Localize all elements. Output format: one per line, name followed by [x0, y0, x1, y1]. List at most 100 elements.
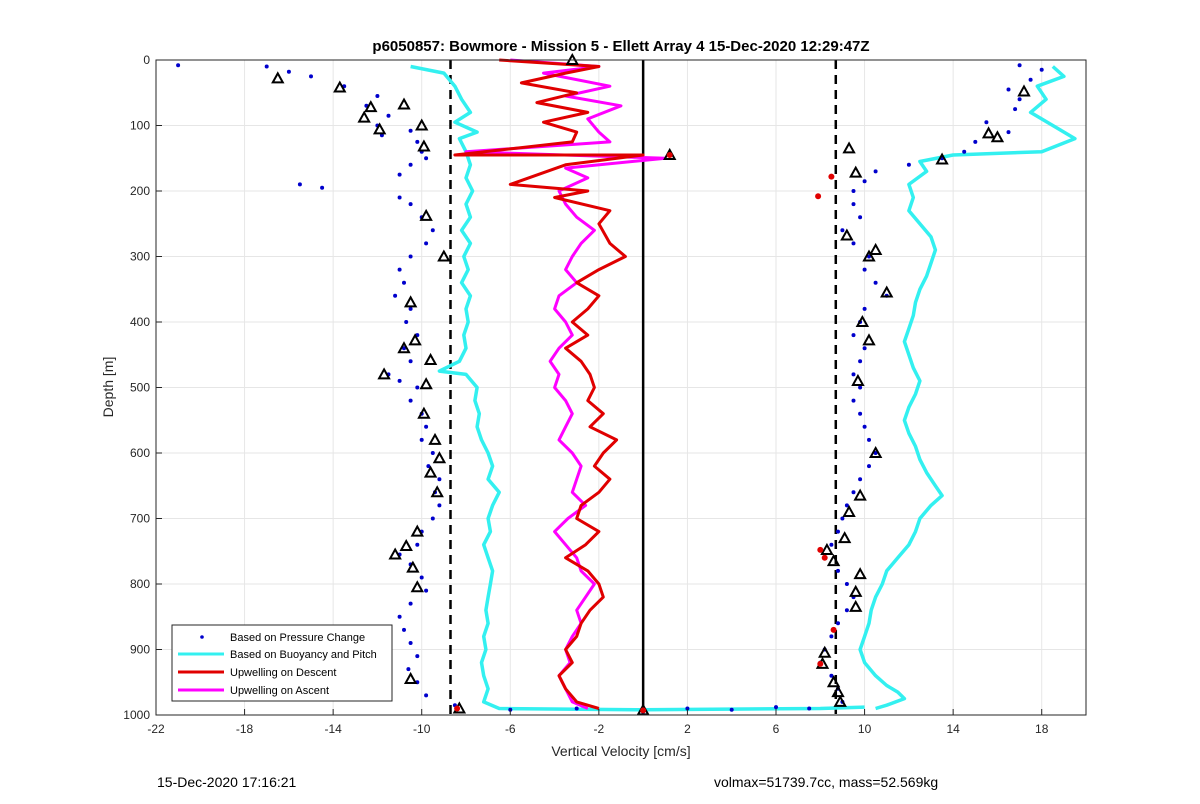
- pressure-change-point: [774, 705, 778, 710]
- pressure-change-point: [406, 667, 411, 672]
- pressure-change-point: [858, 385, 863, 390]
- triangle-marker: [853, 567, 867, 580]
- chart-title: p6050857: Bowmore - Mission 5 - Ellett A…: [372, 38, 869, 55]
- pressure-change-point: [984, 120, 989, 125]
- y-tick-label: 900: [130, 643, 150, 657]
- plot-area: [155, 52, 1087, 716]
- pressure-change-point: [408, 398, 413, 403]
- pressure-change-point: [426, 464, 431, 469]
- pressure-change-point: [829, 634, 834, 639]
- triangle-marker: [397, 97, 411, 110]
- buoyancy-descent-line: [410, 64, 865, 712]
- pressure-change-point: [1006, 130, 1011, 135]
- triangle-marker: [419, 208, 433, 221]
- footer-summary: volmax=51739.7cc, mass=52.569kg: [714, 774, 939, 790]
- pressure-change-point: [906, 162, 911, 167]
- pressure-change-point: [962, 149, 967, 154]
- pressure-change-point: [858, 215, 863, 220]
- triangle-marker: [403, 295, 418, 308]
- red-mark: [815, 193, 822, 200]
- x-tick-label: -22: [147, 722, 165, 736]
- y-tick-label: 300: [130, 250, 150, 264]
- y-tick-label: 600: [130, 446, 150, 460]
- pressure-change-point: [1017, 97, 1022, 102]
- triangle-marker: [403, 671, 418, 684]
- legend-swatch-pressure-change: [200, 635, 204, 639]
- pressure-change-point: [840, 516, 845, 521]
- pressure-change-point: [264, 64, 269, 69]
- pressure-change-point: [424, 588, 429, 593]
- triangle-marker: [377, 367, 391, 380]
- triangle-marker: [833, 694, 847, 707]
- red-mark: [821, 554, 828, 561]
- pressure-change-point: [408, 128, 413, 133]
- pressure-change-point: [862, 179, 867, 184]
- x-tick-label: -6: [505, 722, 516, 736]
- pressure-change-point: [862, 306, 867, 311]
- pressure-change-point: [867, 254, 871, 259]
- y-tick-label: 500: [130, 381, 150, 395]
- pressure-change-point: [873, 451, 878, 455]
- triangle-marker: [388, 547, 402, 560]
- series-upwelling-on-descent: [453, 58, 645, 710]
- buoyancy-ascent-line: [858, 65, 1077, 711]
- pressure-change-point: [873, 169, 878, 174]
- y-tick-label: 400: [130, 315, 150, 329]
- triangle-marker: [372, 122, 387, 135]
- pressure-change-point: [408, 601, 413, 606]
- triangle-marker: [880, 285, 894, 298]
- pressure-change-point: [867, 437, 871, 442]
- legend-entry-upwelling-ascent: Upwelling on Ascent: [230, 685, 329, 697]
- pressure-change-point: [424, 424, 429, 429]
- triangle-marker: [428, 432, 442, 445]
- triangle-marker: [271, 71, 285, 84]
- pressure-change-point: [858, 477, 863, 482]
- legend-entry-upwelling-descent: Upwelling on Descent: [230, 667, 336, 679]
- pressure-change-point: [807, 706, 812, 711]
- triangle-marker: [437, 249, 451, 262]
- pressure-change-point: [408, 254, 413, 259]
- y-tick-label: 700: [130, 512, 150, 526]
- x-axis-label: Vertical Velocity [cm/s]: [551, 743, 690, 759]
- x-tick-label: 18: [1035, 722, 1049, 736]
- pressure-change-point: [851, 333, 856, 338]
- pressure-change-point: [844, 582, 849, 586]
- pressure-change-point: [309, 74, 313, 79]
- x-tick-label: 14: [946, 722, 960, 736]
- pressure-change-point: [430, 228, 435, 233]
- x-axis-ticks: -22 -18 -14 -10 -6 -2 2 6 10 14 18: [147, 709, 1049, 736]
- pressure-change-point: [862, 346, 867, 351]
- triangle-marker: [842, 504, 856, 517]
- triangle-marker: [826, 675, 841, 688]
- triangle-marker: [820, 542, 834, 555]
- triangle-marker: [862, 249, 876, 262]
- y-tick-label: 1000: [123, 708, 150, 722]
- pressure-change-point: [375, 94, 380, 98]
- y-axis-label: Depth [m]: [100, 357, 116, 418]
- pressure-change-point: [1006, 87, 1011, 92]
- triangle-marker: [837, 531, 852, 544]
- pressure-change-point: [397, 267, 402, 272]
- triangle-marker: [423, 465, 438, 478]
- red-mark: [454, 705, 461, 712]
- pressure-change-point: [851, 490, 856, 495]
- legend-box: [171, 624, 393, 702]
- pressure-change-point: [424, 156, 429, 161]
- pressure-change-point: [867, 464, 871, 469]
- x-tick-label: 6: [773, 722, 780, 736]
- triangle-marker: [415, 118, 429, 131]
- x-tick-label: 2: [684, 722, 691, 736]
- triangle-marker: [818, 645, 832, 658]
- pressure-change-point: [402, 627, 406, 632]
- pressure-change-point: [397, 195, 402, 200]
- pressure-change-point: [397, 172, 402, 177]
- pressure-change-point: [408, 162, 413, 167]
- red-mark: [830, 626, 837, 633]
- pressure-change-point: [851, 372, 856, 377]
- x-tick-label: 10: [858, 722, 872, 736]
- triangle-marker: [406, 560, 420, 573]
- triangle-marker: [868, 445, 883, 458]
- pressure-change-point: [973, 139, 978, 144]
- pressure-change-point: [397, 614, 402, 619]
- pressure-change-point: [386, 113, 391, 118]
